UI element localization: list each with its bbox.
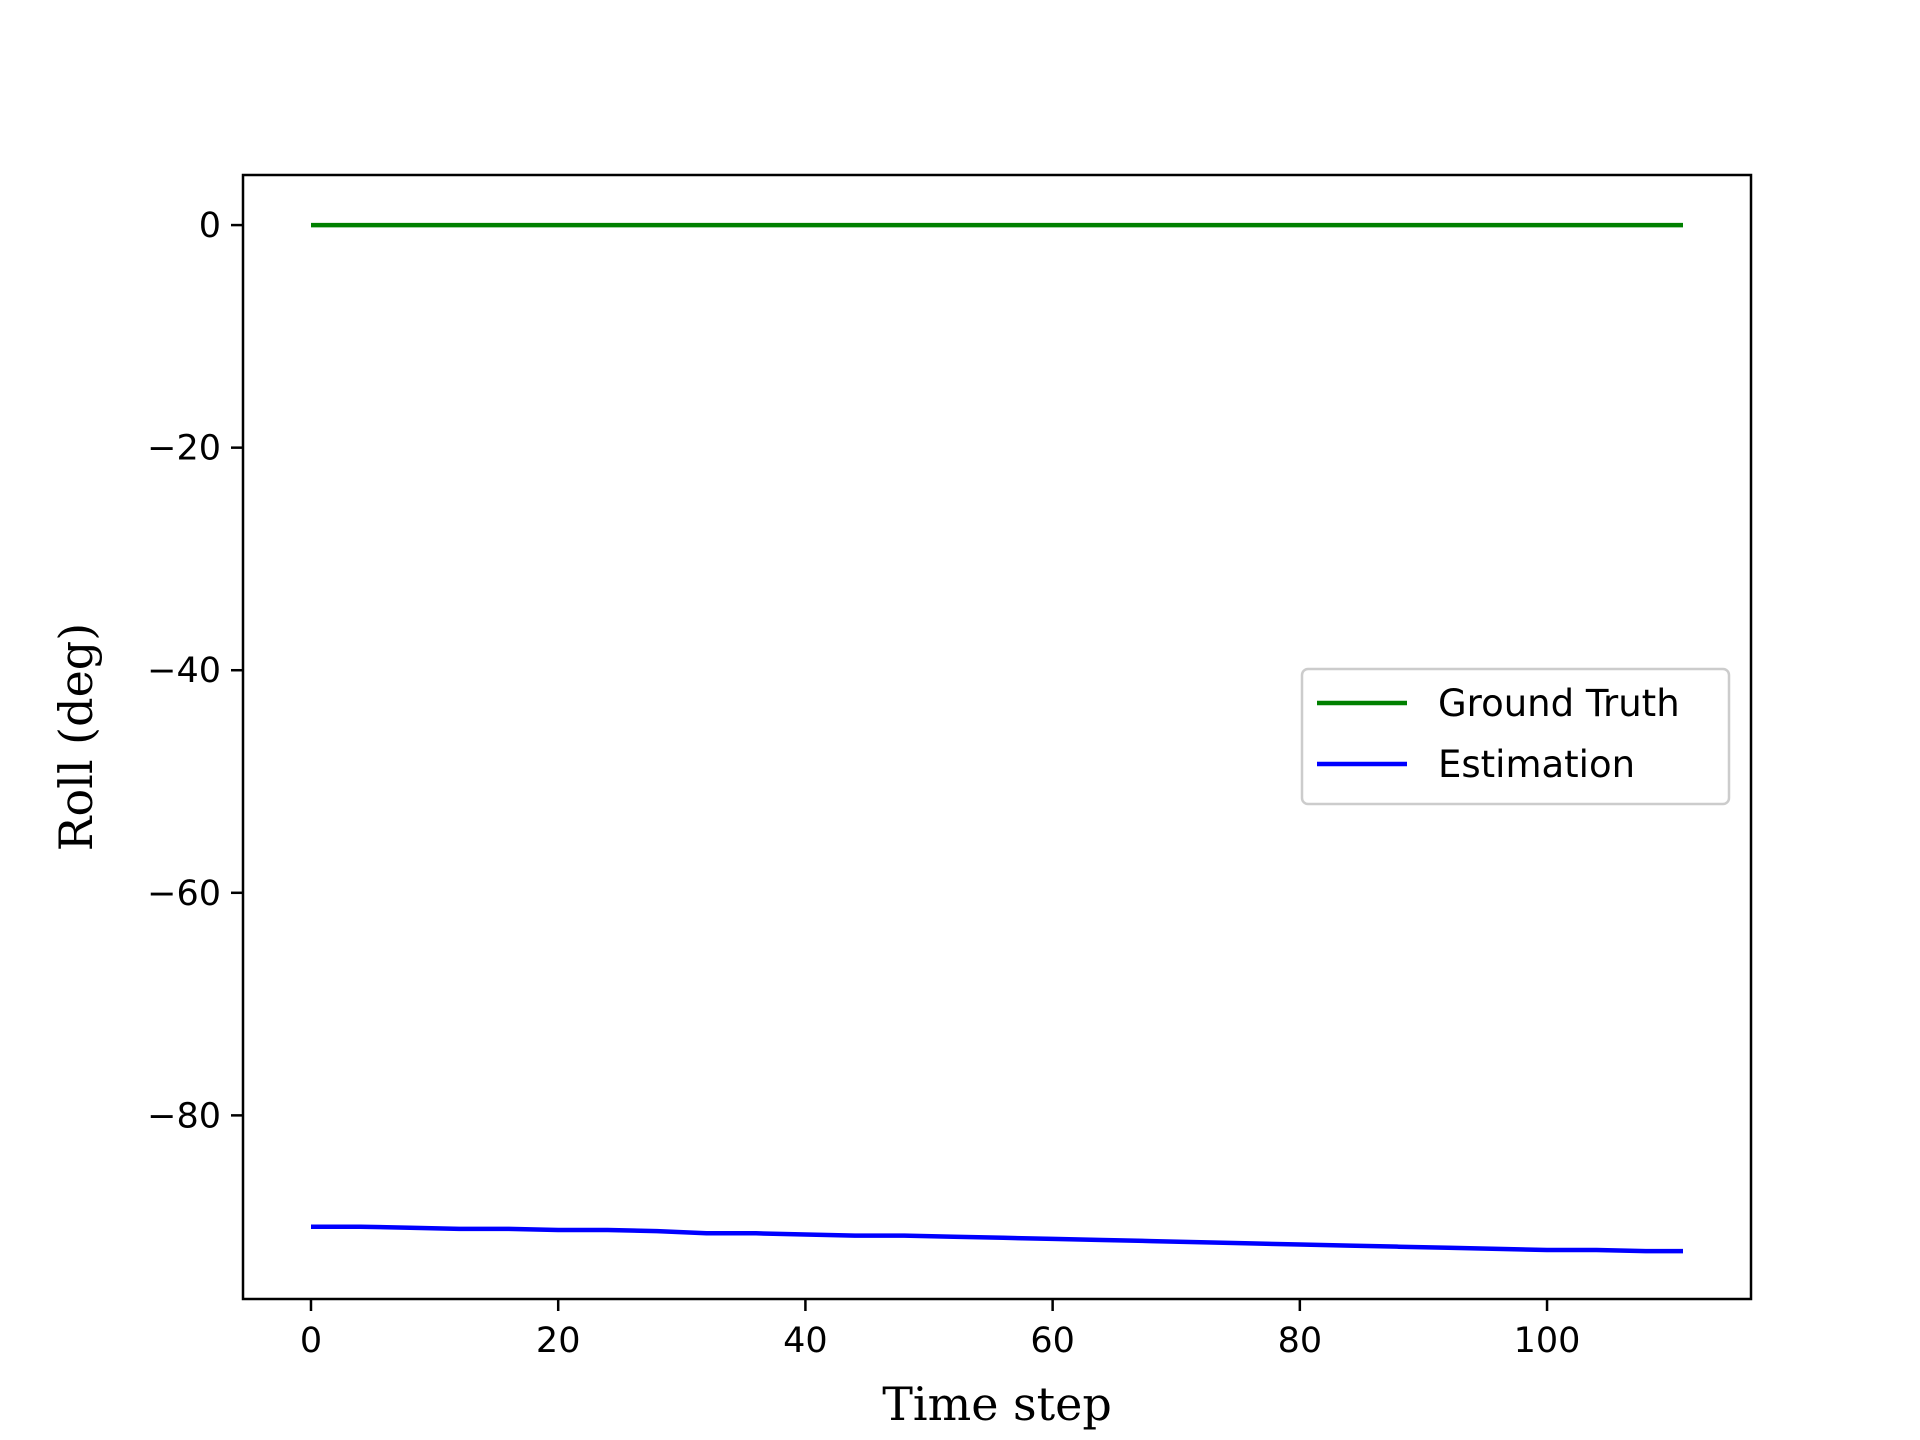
x-tick-label: 20 — [536, 1321, 581, 1361]
x-tick-label: 0 — [300, 1321, 322, 1361]
x-tick-label: 80 — [1278, 1321, 1323, 1361]
y-tick-label: −60 — [147, 874, 221, 914]
x-axis-ticks: 0 20 40 60 80 100 — [300, 1299, 1581, 1361]
x-tick-label: 40 — [783, 1321, 828, 1361]
y-tick-label: 0 — [199, 206, 221, 246]
x-axis-label: Time step — [882, 1377, 1112, 1431]
legend: Ground Truth Estimation — [1300, 667, 1731, 806]
legend-label-estimation: Estimation — [1438, 743, 1635, 786]
plot-area — [311, 222, 1683, 1254]
x-tick-label: 60 — [1030, 1321, 1075, 1361]
x-tick-label: 100 — [1514, 1321, 1581, 1361]
legend-label-ground-truth: Ground Truth — [1438, 682, 1680, 725]
series-line-estimation — [311, 1224, 1683, 1254]
y-tick-label: −80 — [147, 1096, 221, 1136]
legend-frame — [1300, 667, 1731, 806]
y-tick-label: −20 — [147, 429, 221, 469]
y-axis-ticks: 0 −20 −40 −60 −80 — [147, 206, 243, 1136]
axes-frame — [241, 173, 1753, 1301]
y-tick-label: −40 — [147, 651, 221, 691]
y-axis-label: Roll (deg) — [49, 623, 103, 851]
